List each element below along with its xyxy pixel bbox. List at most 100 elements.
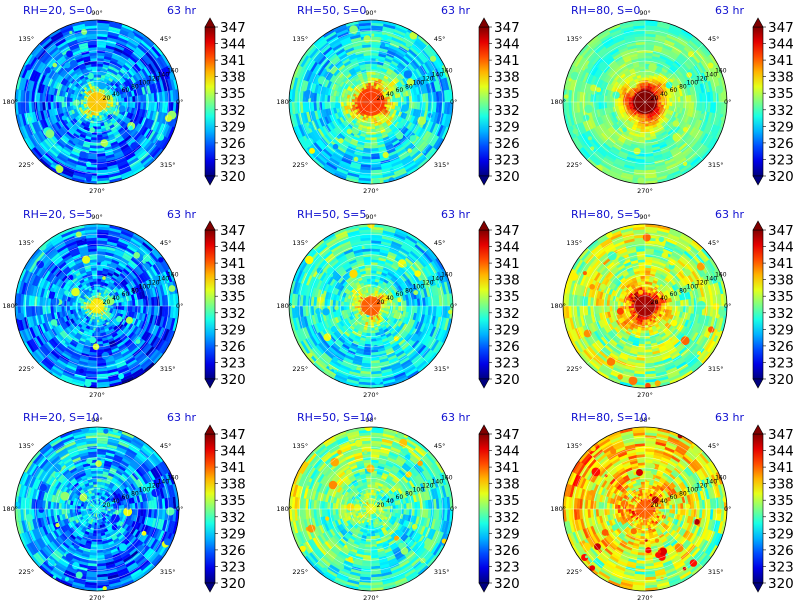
cell (662, 75, 669, 81)
cell (75, 111, 80, 117)
cell (645, 145, 653, 149)
blob (334, 102, 341, 109)
cell (612, 132, 620, 140)
cell (83, 141, 91, 146)
cell (380, 156, 390, 162)
cell (125, 264, 134, 272)
cell (333, 172, 347, 180)
cell (48, 46, 59, 56)
cell (111, 107, 116, 111)
colorbar-tick-label: 347 (768, 20, 793, 36)
cell (327, 88, 332, 96)
cell (56, 89, 61, 96)
blob (45, 67, 51, 74)
cell (332, 43, 343, 52)
cell (125, 340, 134, 348)
cell (72, 113, 78, 119)
cell (625, 159, 636, 165)
cell (51, 108, 56, 117)
cell (107, 371, 119, 377)
blob (700, 113, 707, 120)
cell (56, 259, 65, 268)
cell (351, 99, 355, 102)
cell (133, 318, 139, 326)
cell (169, 306, 174, 318)
cell (417, 53, 427, 64)
cell (161, 257, 171, 270)
cell (645, 118, 648, 122)
cell (377, 61, 384, 66)
cell (659, 143, 668, 149)
cell (86, 36, 97, 40)
cell (72, 227, 85, 234)
cell (313, 102, 317, 111)
cell (40, 314, 45, 324)
cell (64, 162, 76, 170)
cell (603, 65, 611, 74)
cell (410, 108, 415, 116)
cell (107, 306, 111, 309)
cell (124, 338, 132, 346)
cell (676, 107, 681, 113)
cell (324, 71, 332, 80)
cell (43, 270, 51, 280)
cell (37, 120, 44, 131)
cell (710, 124, 718, 137)
cell (304, 44, 315, 56)
angle-tick-label: 225° (566, 161, 582, 169)
cell (381, 131, 388, 136)
cell (393, 114, 398, 120)
polar-frame (562, 19, 728, 185)
cell (645, 36, 656, 40)
cell (297, 138, 307, 151)
cell (607, 90, 612, 97)
cell (64, 132, 72, 140)
cell (69, 71, 77, 77)
cell (135, 148, 146, 158)
cell (111, 259, 120, 265)
cell (91, 117, 95, 121)
cell (147, 130, 156, 141)
cell (34, 111, 40, 122)
cell (686, 87, 691, 96)
grid-spoke (38, 43, 98, 103)
cell (157, 123, 165, 135)
cell (376, 64, 383, 69)
cell (131, 83, 136, 91)
cell (128, 38, 139, 47)
cell (306, 71, 313, 82)
cell (113, 354, 124, 361)
cell (109, 177, 123, 183)
cell (707, 112, 713, 124)
cell (99, 287, 103, 291)
cell (92, 316, 96, 320)
cell (317, 66, 325, 76)
cell (607, 69, 615, 77)
cell (146, 85, 151, 94)
cell (24, 328, 32, 341)
cell (609, 96, 613, 102)
grid-spoke (312, 101, 372, 161)
cell (88, 357, 97, 361)
cell (622, 116, 628, 122)
cell (623, 31, 635, 37)
cell (691, 35, 703, 46)
cell (87, 109, 91, 114)
cell (391, 71, 399, 77)
cell (48, 273, 55, 283)
cell (438, 90, 443, 102)
cell (604, 55, 613, 64)
cell (86, 301, 90, 304)
cell (701, 148, 712, 160)
cell (633, 85, 638, 89)
cell (110, 104, 114, 108)
cell (107, 307, 111, 311)
cell (87, 332, 93, 336)
cell (415, 126, 423, 136)
cell (394, 53, 404, 60)
cell (73, 349, 82, 356)
cell (330, 55, 339, 64)
cell (355, 106, 359, 110)
cell (311, 49, 321, 61)
cell (32, 275, 39, 286)
